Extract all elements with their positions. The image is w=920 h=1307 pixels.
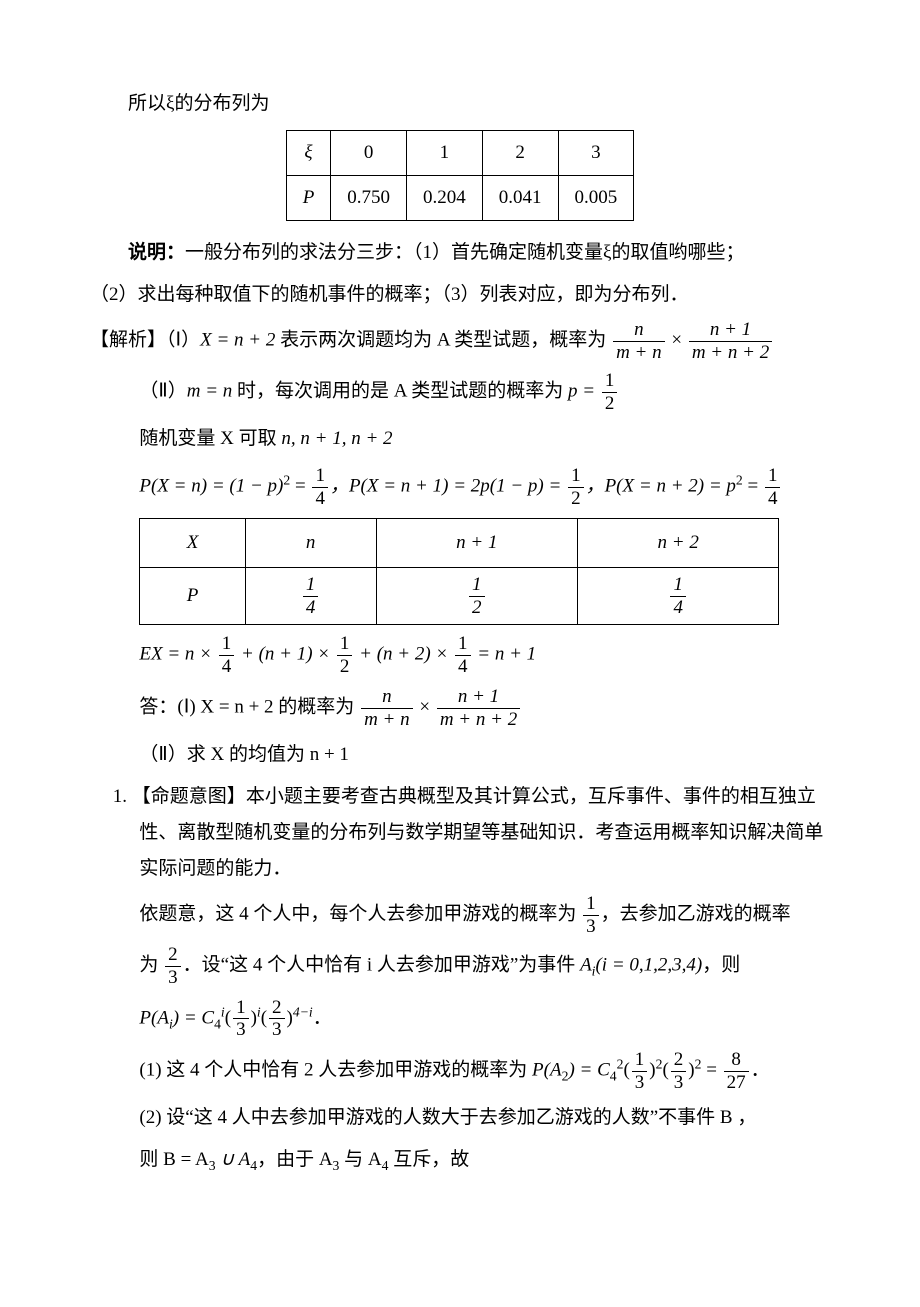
prob-equations: P(X = n) = (1 − p)2 = 14，P(X = n + 1) = … xyxy=(90,465,830,510)
p-eq: p = xyxy=(568,381,595,402)
shuoming-label: 说明： xyxy=(128,242,185,263)
t2-h0: X xyxy=(140,518,245,567)
jiexi-I-mid: 表示两次调题均为 A 类型试题，概率为 xyxy=(280,330,606,351)
yiti-line-1: 依题意，这 4 个人中，每个人去参加甲游戏的概率为 13，去参加乙游戏的概率 xyxy=(90,893,830,938)
frac-1: nm + n xyxy=(613,319,665,364)
q1-num: 1. xyxy=(113,786,127,807)
PAi-formula: P(Ai) = C4i(13)i(23)4−i． xyxy=(90,997,830,1042)
intro-text: 所以ξ的分布列为 xyxy=(90,86,830,122)
frac-half: 12 xyxy=(602,370,618,415)
yiti-line-2: 为 23．设“这 4 个人中恰有 i 人去参加甲游戏”为事件 Ai(i = 0,… xyxy=(90,944,830,989)
distribution-table-1: ξ 0 1 2 3 P 0.750 0.204 0.041 0.005 xyxy=(286,130,635,221)
explain-line-2: （2）求出每种取值下的随机事件的概率；（3）列表对应，即为分布列． xyxy=(90,277,830,313)
t1-v0: 0.750 xyxy=(331,176,407,221)
t1-h0: ξ xyxy=(286,131,331,176)
explain-line-1: 说明：一般分布列的求法分三步：（1）首先确定随机变量ξ的取值哟哪些； xyxy=(90,235,830,271)
t1-h2: 1 xyxy=(407,131,483,176)
jiexi-I-eq: X = n + 2 xyxy=(200,330,275,351)
answer-II: （Ⅱ）求 X 的均值为 n + 1 xyxy=(90,737,830,773)
t1-p: P xyxy=(286,176,331,221)
answer-I: 答：(Ⅰ) X = n + 2 的概率为 nm + n × n + 1m + n… xyxy=(90,686,830,731)
jiexi-II-pre: （Ⅱ） xyxy=(139,381,186,402)
t1-v2: 0.041 xyxy=(482,176,558,221)
jiexi-I-pre: （Ⅰ） xyxy=(166,330,200,351)
part-1: (1) 这 4 个人中恰有 2 人去参加甲游戏的概率为 P(A2) = C42(… xyxy=(90,1049,830,1094)
t1-v3: 0.005 xyxy=(558,176,634,221)
rand-pre: 随机变量 X 可取 xyxy=(139,428,276,449)
rand-vals: n, n + 1, n + 2 xyxy=(281,428,392,449)
t2-v1: 14 xyxy=(245,567,376,625)
t2-h1: n xyxy=(245,518,376,567)
analysis-II: （Ⅱ）m = n 时，每次调用的是 A 类型试题的概率为 p = 12 xyxy=(90,370,830,415)
t2-h2: n + 1 xyxy=(376,518,577,567)
ex-equation: EX = n × 14 + (n + 1) × 12 + (n + 2) × 1… xyxy=(90,633,830,678)
mn-eq: m = n xyxy=(187,381,233,402)
problem-1-intent: 1. 【命题意图】本小题主要考查古典概型及其计算公式，互斥事件、事件的相互独立性… xyxy=(90,779,830,887)
jiexi-II-mid: 时，每次调用的是 A 类型试题的概率为 xyxy=(237,381,563,402)
distribution-table-2: X n n + 1 n + 2 P 14 12 14 xyxy=(139,518,779,626)
t1-h3: 2 xyxy=(482,131,558,176)
t2-v3: 14 xyxy=(577,567,778,625)
t1-h1: 0 xyxy=(331,131,407,176)
t2-p: P xyxy=(140,567,245,625)
mingti-label: 【命题意图】 xyxy=(132,786,246,807)
part-2-line-1: (2) 设“这 4 人中去参加甲游戏的人数大于去参加乙游戏的人数”不事件 B ， xyxy=(90,1100,830,1136)
t1-h4: 3 xyxy=(558,131,634,176)
frac-2: n + 1m + n + 2 xyxy=(689,319,772,364)
shuoming-body1: 一般分布列的求法分三步：（1）首先确定随机变量ξ的取值哟哪些； xyxy=(185,242,744,263)
t2-v2: 12 xyxy=(376,567,577,625)
random-var-line: 随机变量 X 可取 n, n + 1, n + 2 xyxy=(90,421,830,457)
t2-h3: n + 2 xyxy=(577,518,778,567)
analysis-I: 【解析】（Ⅰ）X = n + 2 表示两次调题均为 A 类型试题，概率为 nm … xyxy=(90,319,830,364)
jiexi-label: 【解析】 xyxy=(90,330,166,351)
part-2-line-2: 则 B = A3 ∪ A4，由于 A3 与 A4 互斥，故 xyxy=(90,1142,830,1179)
t1-v1: 0.204 xyxy=(407,176,483,221)
